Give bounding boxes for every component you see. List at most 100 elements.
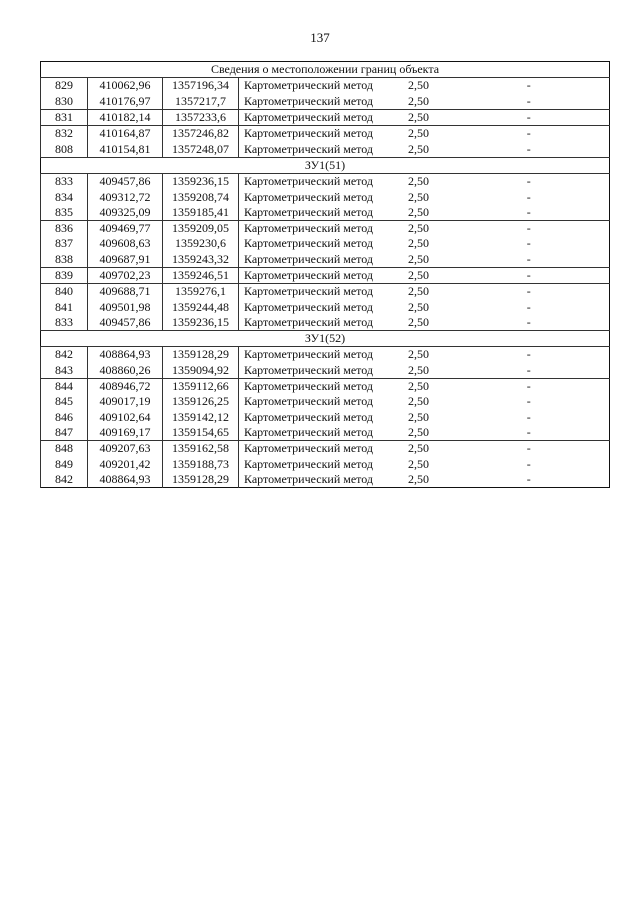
x-coordinate: 409608,63 xyxy=(87,236,163,252)
precision: 2,50 xyxy=(388,424,449,442)
precision: 2,50 xyxy=(408,221,429,236)
method: Картометрический метод xyxy=(238,173,389,190)
description: - xyxy=(526,126,531,141)
method: Картометрический метод xyxy=(238,251,389,268)
y-coordinate: 1357248,07 xyxy=(162,141,239,158)
x-coordinate: 409687,91 xyxy=(87,251,163,268)
point-number: 847 xyxy=(40,424,88,442)
y-coordinate: 1357246,82 xyxy=(162,125,239,142)
y-coordinate: 1359185,41 xyxy=(162,204,239,221)
method: Картометрический метод xyxy=(238,362,389,379)
description: - xyxy=(526,409,531,424)
description: - xyxy=(448,251,610,268)
page-number: 137 xyxy=(310,30,330,45)
y-coordinate: 1359243,32 xyxy=(162,251,239,268)
method: Картометрический метод xyxy=(238,299,389,315)
description: - xyxy=(526,174,531,189)
method: Картометрический метод xyxy=(238,204,389,221)
x-coordinate: 409325,09 xyxy=(87,204,163,221)
table-row: 848 409207,63 1359162,58 Картометрический м… xyxy=(40,440,610,457)
method: Картометрический метод xyxy=(238,77,389,94)
table-row: 831 410182,14 1357233,6 Картометрический ме… xyxy=(40,109,610,127)
x-coordinate: 409501,98 xyxy=(87,299,163,315)
point-number: 829 xyxy=(40,77,88,94)
x-coordinate: 409201,42 xyxy=(87,456,163,472)
point-number: 848 xyxy=(40,440,88,457)
y-coordinate: 1359142,12 xyxy=(162,409,239,425)
point-number: 842 xyxy=(40,471,88,488)
description: - xyxy=(526,299,531,314)
table-row: 840 409688,71 1359276,1 Картометрический ме… xyxy=(40,283,610,300)
description: - xyxy=(526,441,531,456)
description: - xyxy=(448,141,610,158)
precision: 2,50 xyxy=(408,394,429,409)
description: - xyxy=(526,221,531,236)
precision: 2,50 xyxy=(388,362,449,379)
method: Картометрический метод xyxy=(238,394,389,410)
y-coordinate: 1359128,29 xyxy=(162,346,239,363)
x-coordinate: 410154,81 xyxy=(87,141,163,158)
x-coordinate: 410176,97 xyxy=(87,93,163,110)
table-row: 829 410062,96 1357196,34 Картометрический м… xyxy=(40,77,610,94)
method: Картометрический метод xyxy=(238,189,389,205)
x-coordinate: 408864,93 xyxy=(87,471,163,488)
y-coordinate: 1359208,74 xyxy=(162,189,239,205)
point-number: 836 xyxy=(40,220,88,237)
y-coordinate: 1359162,58 xyxy=(162,440,239,457)
precision: 2,50 xyxy=(388,251,449,268)
description: - xyxy=(448,93,610,110)
table-row: 837 409608,63 1359230,6 Картометрический ме… xyxy=(40,236,610,252)
description: - xyxy=(448,362,610,379)
point-number: 833 xyxy=(40,173,88,190)
precision: 2,50 xyxy=(408,441,429,456)
y-coordinate: 1357196,34 xyxy=(162,77,239,94)
y-coordinate: 1359276,1 xyxy=(162,283,239,300)
x-coordinate: 409207,63 xyxy=(87,440,163,457)
table-row: 833 409457,86 1359236,15 Картометрический м… xyxy=(40,314,610,332)
precision: 2,50 xyxy=(408,126,429,141)
method: Картометрический метод xyxy=(238,283,389,300)
description: - xyxy=(448,204,610,221)
description: - xyxy=(526,394,531,409)
point-number: 832 xyxy=(40,125,88,142)
table-row: 849 409201,42 1359188,73 Картометрический м… xyxy=(40,456,610,472)
precision: 2,50 xyxy=(388,267,449,285)
point-number: 808 xyxy=(40,141,88,158)
x-coordinate: 409312,72 xyxy=(87,189,163,205)
table-row: 846 409102,64 1359142,12 Картометрический м… xyxy=(40,409,610,425)
precision: 2,50 xyxy=(388,314,449,332)
description: - xyxy=(526,236,531,251)
description: - xyxy=(526,78,531,93)
table-row: 832 410164,87 1357246,82 Картометрический м… xyxy=(40,125,610,142)
x-coordinate: 409702,23 xyxy=(87,267,163,285)
point-number: 849 xyxy=(40,456,88,472)
point-number: 842 xyxy=(40,346,88,363)
group-label: ЗУ1(52) xyxy=(40,330,610,348)
table-row: 834 409312,72 1359208,74 Картометрический м… xyxy=(40,189,610,205)
table-title: Сведения о местоположении границ объекта xyxy=(40,61,610,79)
y-coordinate: 1359230,6 xyxy=(162,236,239,252)
method: Картометрический метод xyxy=(238,471,389,488)
description: - xyxy=(448,109,610,127)
description: - xyxy=(526,189,531,204)
x-coordinate: 409457,86 xyxy=(87,173,163,190)
table-row: 833 409457,86 1359236,15 Картометрический м… xyxy=(40,173,610,190)
description: - xyxy=(526,347,531,362)
y-coordinate: 1359128,29 xyxy=(162,471,239,488)
x-coordinate: 410062,96 xyxy=(87,77,163,94)
method: Картометрический метод xyxy=(238,378,389,395)
precision: 2,50 xyxy=(408,174,429,189)
precision: 2,50 xyxy=(408,236,429,251)
table-row: 844 408946,72 1359112,66 Картометрический м… xyxy=(40,378,610,395)
method: Картометрический метод xyxy=(238,440,389,457)
x-coordinate: 409102,64 xyxy=(87,409,163,425)
point-number: 831 xyxy=(40,109,88,127)
precision: 2,50 xyxy=(408,456,429,471)
precision: 2,50 xyxy=(408,409,429,424)
method: Картометрический метод xyxy=(238,93,389,110)
table-row: 843 408860,26 1359094,92 Картометрический м… xyxy=(40,362,610,379)
y-coordinate: 1357233,6 xyxy=(162,109,239,127)
table-row: 808 410154,81 1357248,07 Картометрический м… xyxy=(40,141,610,158)
method: Картометрический метод xyxy=(238,236,389,252)
method: Картометрический метод xyxy=(238,456,389,472)
